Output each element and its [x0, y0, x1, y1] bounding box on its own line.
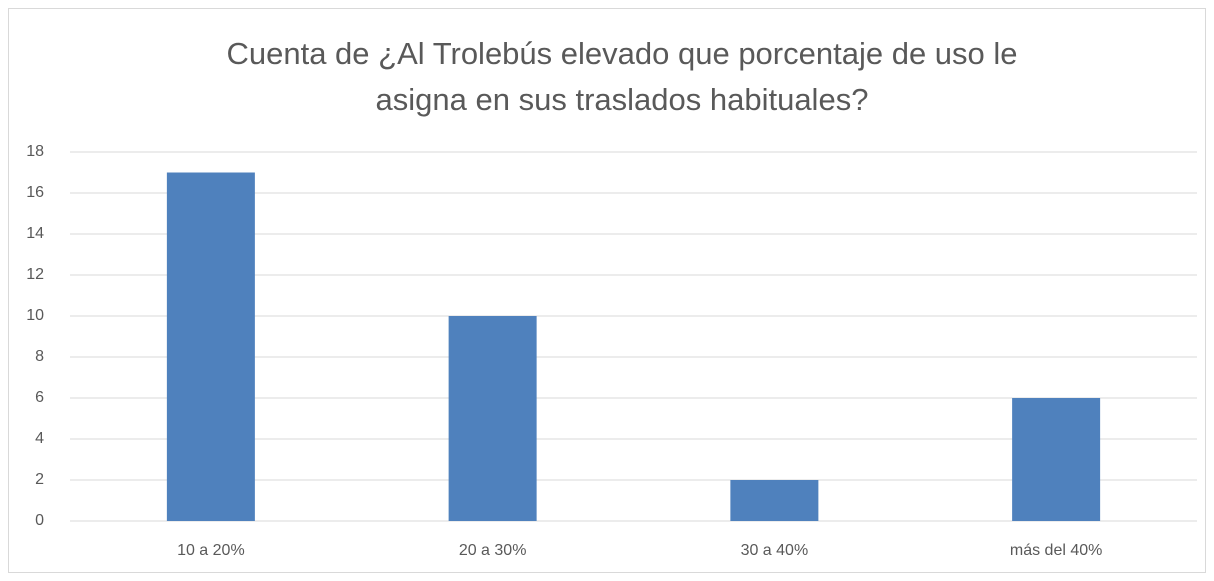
bar	[448, 316, 537, 521]
x-tick-label: más del 40%	[1010, 542, 1103, 559]
chart-title: asigna en sus traslados habituales?	[376, 82, 869, 117]
bar	[166, 172, 255, 521]
y-tick-label: 12	[26, 266, 44, 283]
y-tick-label: 6	[35, 389, 44, 406]
y-tick-label: 14	[26, 225, 44, 242]
y-tick-label: 18	[26, 143, 44, 160]
y-tick-label: 8	[35, 348, 44, 365]
chart-title: Cuenta de ¿Al Trolebús elevado que porce…	[226, 36, 1017, 71]
y-tick-label: 0	[35, 512, 44, 529]
x-tick-label: 30 a 40%	[741, 542, 809, 559]
x-tick-label: 20 a 30%	[459, 542, 527, 559]
bar	[730, 480, 819, 521]
y-tick-label: 2	[35, 471, 44, 488]
y-tick-label: 10	[26, 307, 44, 324]
y-tick-label: 4	[35, 430, 44, 447]
bar	[1012, 398, 1101, 521]
y-tick-label: 16	[26, 184, 44, 201]
x-tick-label: 10 a 20%	[177, 542, 245, 559]
